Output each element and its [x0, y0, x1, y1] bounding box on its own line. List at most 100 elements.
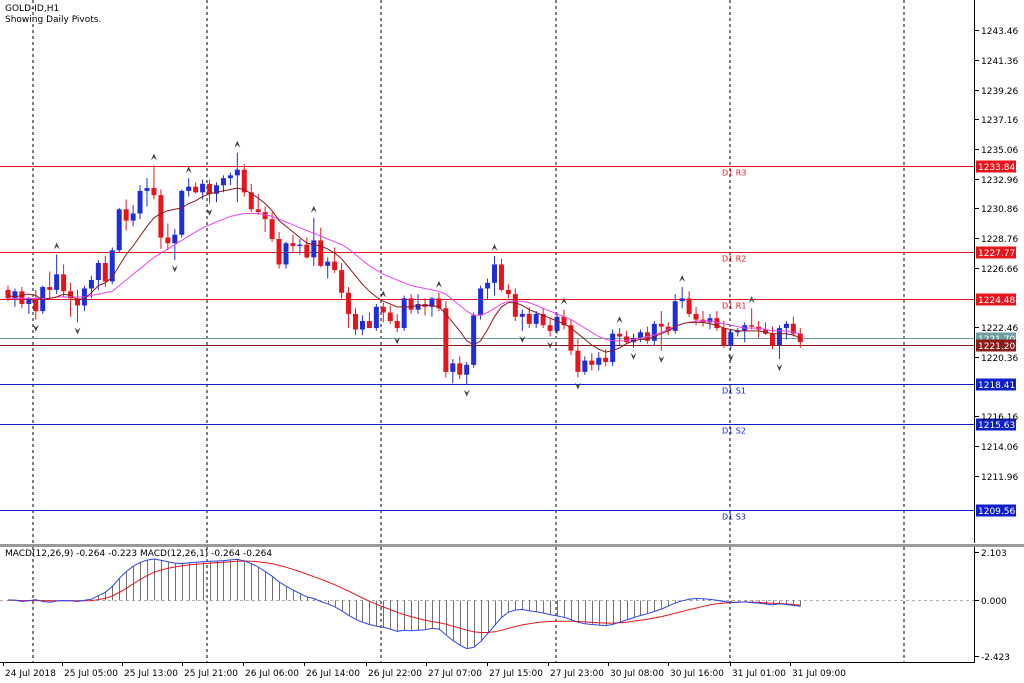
- time-tick-label: 26 Jul 14:00: [306, 669, 360, 679]
- fractal-down-marker: [547, 341, 554, 349]
- candle-body: [332, 261, 338, 271]
- candle-body: [353, 313, 358, 330]
- time-tick-label: 27 Jul 07:00: [428, 669, 482, 679]
- time-tick-label: 27 Jul 23:00: [550, 669, 604, 679]
- price-tick-label: 1211.96: [981, 473, 1018, 483]
- candle-body: [387, 312, 393, 321]
- chart-symbol-title: GOLD-ID,H1: [5, 4, 59, 14]
- candle-body: [193, 186, 199, 193]
- candle-body: [311, 240, 317, 258]
- fractal-up-marker: [150, 153, 157, 161]
- price-tick-label: 1243.46: [981, 27, 1018, 37]
- pivot-price-tag: [976, 160, 1016, 173]
- pivot-label: D1 S3: [722, 513, 746, 522]
- candle-body: [568, 325, 574, 351]
- candle-body: [526, 313, 532, 324]
- pivot-price-tag: [976, 293, 1016, 306]
- candle-body: [290, 243, 296, 247]
- fractal-markers: [32, 140, 783, 397]
- time-tick-label: 25 Jul 05:00: [64, 669, 118, 679]
- fractal-up-marker: [53, 242, 60, 250]
- candle-body: [214, 185, 219, 194]
- candle-body: [359, 320, 365, 330]
- time-tick-label: 26 Jul 22:00: [368, 669, 422, 679]
- pivot-price-tag-text: 1224.48: [978, 296, 1015, 306]
- candle-body: [721, 328, 727, 346]
- candle-body: [589, 360, 595, 365]
- time-tick-label: 30 Jul 08:00: [610, 669, 664, 679]
- candle-body: [241, 169, 247, 193]
- candle-body: [68, 291, 74, 299]
- candle-body: [783, 323, 789, 329]
- candle-body: [749, 325, 755, 327]
- price-tick-label: 1241.36: [981, 57, 1018, 67]
- candle-body: [276, 238, 282, 265]
- price-tick-label: 1230.86: [981, 205, 1018, 215]
- candle-body: [248, 192, 254, 210]
- candle-body: [672, 301, 678, 331]
- candle-body: [464, 364, 470, 375]
- time-tick-label: 30 Jul 16:00: [670, 669, 724, 679]
- candle-body: [109, 250, 115, 282]
- candle-body: [234, 169, 240, 176]
- candle-body: [186, 186, 192, 191]
- macd-tick-label: 0.000: [981, 597, 1007, 607]
- fractal-down-marker: [658, 355, 665, 363]
- pivot-lines: D1 R3 D1 R2 D1 R1 D1 S1 D1 S2 D1 S3: [0, 166, 974, 522]
- fractal-down-marker: [630, 352, 637, 360]
- fractal-up-marker: [491, 243, 498, 251]
- candle-body: [582, 360, 588, 372]
- candle-body: [54, 274, 60, 290]
- fractal-up-marker: [561, 297, 567, 305]
- candle-body: [116, 209, 122, 251]
- fractal-up-marker: [616, 316, 623, 324]
- candle-body: [686, 298, 692, 314]
- candle-body: [144, 188, 150, 191]
- time-tick-label: 25 Jul 13:00: [124, 669, 178, 679]
- fractal-down-marker: [206, 208, 213, 216]
- candle-body: [373, 306, 379, 329]
- candle-body: [151, 188, 157, 196]
- candle-body: [450, 363, 456, 372]
- candle-body: [158, 195, 164, 238]
- candle-body: [554, 316, 560, 331]
- candle-body: [728, 332, 734, 346]
- macd-tick-label: 2.103: [981, 549, 1007, 559]
- candle-body: [596, 357, 602, 365]
- macd-tick-label: -2.423: [981, 653, 1010, 663]
- time-tick-label: 31 Jul 01:00: [732, 669, 786, 679]
- candle-body: [12, 291, 18, 299]
- price-tick-label: 1226.66: [981, 265, 1018, 275]
- candle-body: [102, 263, 108, 282]
- candle-body: [575, 350, 581, 372]
- time-tick-label: 27 Jul 15:00: [489, 669, 543, 679]
- fractal-up-marker: [748, 296, 755, 304]
- candle-body: [471, 315, 477, 365]
- candle-body: [40, 287, 46, 312]
- price-tick-label: 1237.16: [981, 116, 1018, 126]
- candle-body: [33, 298, 39, 312]
- candle-body: [269, 219, 275, 239]
- candle-body: [492, 264, 497, 283]
- candle-body: [505, 289, 511, 295]
- candle-body: [325, 261, 331, 266]
- fractal-up-marker: [234, 140, 241, 148]
- macd-panel: [0, 558, 974, 650]
- candle-body: [770, 333, 775, 346]
- ma-slow-line: [8, 213, 801, 342]
- time-tick-label: 26 Jul 06:00: [245, 669, 299, 679]
- candle-body: [457, 363, 463, 375]
- candle-body: [665, 326, 671, 331]
- fractal-up-marker: [679, 275, 686, 283]
- candle-body: [547, 325, 553, 331]
- time-tick-label: 25 Jul 21:00: [184, 669, 238, 679]
- macd-title: MACD(12,26,9) -0.264 -0.223 MACD(12,26,1…: [5, 549, 272, 559]
- candle-body: [693, 313, 699, 320]
- fractal-up-marker: [380, 290, 387, 298]
- candle-body: [429, 298, 435, 307]
- fractal-down-marker: [727, 354, 734, 362]
- candle-body: [5, 289, 11, 299]
- candle-body: [394, 320, 400, 329]
- fractal-down-marker: [574, 382, 581, 390]
